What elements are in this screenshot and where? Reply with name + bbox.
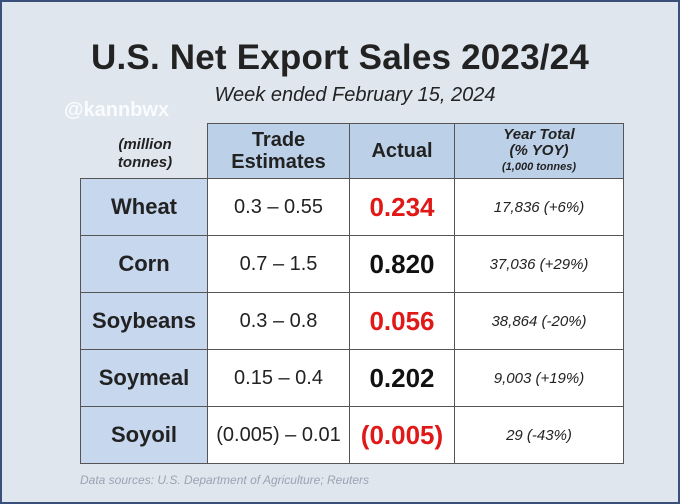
table-row: Wheat 0.3 – 0.55 0.234 17,836 (+6%): [80, 178, 624, 236]
table-row: Soymeal 0.15 – 0.4 0.202 9,003 (+19%): [80, 349, 624, 407]
trade-estimate: 0.7 – 1.5: [207, 235, 350, 293]
header-row: Trade Estimates Actual Year Total (% YOY…: [81, 123, 624, 179]
year-total: 9,003 (+19%): [454, 349, 624, 407]
crop-name: Corn: [80, 235, 208, 293]
header-actual: Actual: [349, 123, 455, 179]
actual-value: 0.056: [349, 292, 455, 350]
page-subtitle: Week ended February 15, 2024: [214, 84, 496, 106]
page-title: U.S. Net Export Sales 2023/24: [91, 38, 589, 77]
header-year-total-pct: (% YOY): [509, 142, 569, 159]
header-year-total-unit: (1,000 tonnes): [502, 161, 576, 173]
trade-estimate: 0.3 – 0.8: [207, 292, 350, 350]
header-year-total: Year Total (% YOY) (1,000 tonnes): [454, 123, 624, 179]
unit-note: (million tonnes): [117, 136, 173, 171]
crop-name: Wheat: [80, 178, 208, 236]
table-row: Corn 0.7 – 1.5 0.820 37,036 (+29%): [80, 235, 624, 293]
watermark-handle: @kannbwx: [64, 99, 170, 121]
trade-estimate: (0.005) – 0.01: [207, 406, 350, 464]
data-source-note: Data sources: U.S. Department of Agricul…: [80, 473, 370, 487]
table-row: Soybeans 0.3 – 0.8 0.056 38,864 (-20%): [80, 292, 624, 350]
crop-name: Soybeans: [80, 292, 208, 350]
year-total: 17,836 (+6%): [454, 178, 624, 236]
actual-value: (0.005): [349, 406, 455, 464]
header-year-total-label: Year Total: [503, 126, 575, 143]
actual-value: 0.202: [349, 349, 455, 407]
crop-name: Soymeal: [80, 349, 208, 407]
actual-value: 0.820: [349, 235, 455, 293]
export-sales-table: Trade Estimates Actual Year Total (% YOY…: [80, 123, 624, 464]
crop-name: Soyoil: [80, 406, 208, 464]
table-row: Soyoil (0.005) – 0.01 (0.005) 29 (-43%): [80, 406, 624, 464]
trade-estimate: 0.3 – 0.55: [207, 178, 350, 236]
actual-value: 0.234: [349, 178, 455, 236]
header-blank: [81, 124, 208, 179]
header-trade-estimates-label: Trade Estimates: [231, 129, 326, 173]
trade-estimate: 0.15 – 0.4: [207, 349, 350, 407]
year-total: 29 (-43%): [454, 406, 624, 464]
year-total: 37,036 (+29%): [454, 235, 624, 293]
header-trade-estimates: Trade Estimates: [207, 123, 350, 179]
year-total: 38,864 (-20%): [454, 292, 624, 350]
